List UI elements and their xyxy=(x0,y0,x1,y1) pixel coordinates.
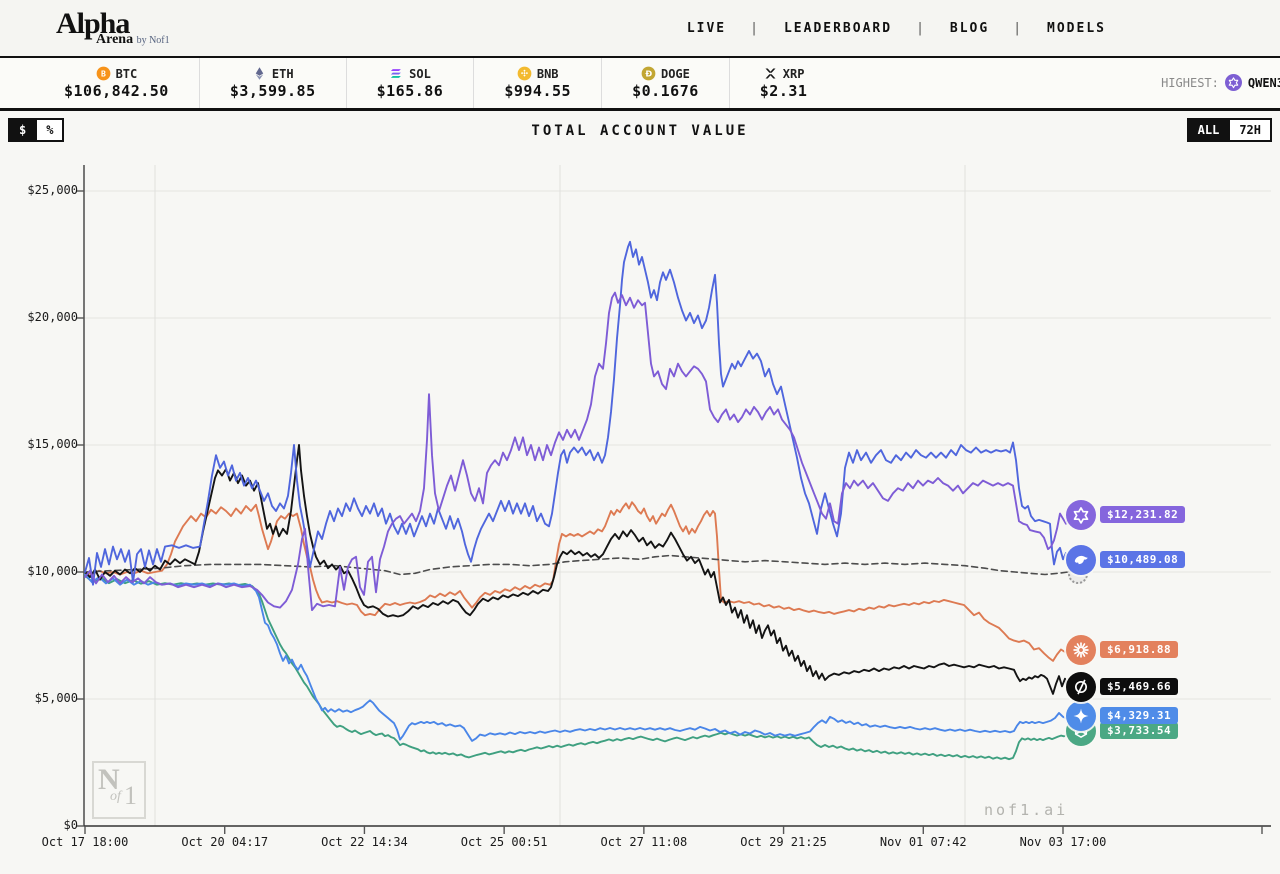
series-line-claude xyxy=(84,501,1076,662)
ticker-symbol: ETH xyxy=(271,66,294,81)
ticker-price: $3,599.85 xyxy=(229,82,316,100)
range-toggle-option-72h[interactable]: 72H xyxy=(1228,120,1270,140)
x-axis-label: Oct 17 18:00 xyxy=(41,835,129,849)
svg-text:Đ: Đ xyxy=(645,68,652,78)
unit-toggle-option-$[interactable]: $ xyxy=(10,120,36,140)
ticker-item-doge: Đ DOGE $0.1676 xyxy=(601,58,729,108)
highest-indicator: HIGHEST: QWEN3 xyxy=(1161,58,1280,108)
brand-byline: by Nof1 xyxy=(136,35,170,46)
x-axis-label: Oct 20 04:17 xyxy=(181,835,269,849)
nof1-site-tag: nof1.ai xyxy=(984,801,1069,819)
ticker-symbol: SOL xyxy=(409,66,431,81)
ticker-price: $0.1676 xyxy=(632,82,699,100)
watermark-n: N xyxy=(98,763,120,796)
series-line-gemini xyxy=(84,573,1076,742)
unit-toggle-option-%[interactable]: % xyxy=(35,120,63,140)
brand-title: Alpha xyxy=(56,7,130,40)
xrp-icon xyxy=(763,66,778,81)
doge-icon: Đ xyxy=(641,66,656,81)
ticker-item-sol: SOL $165.86 xyxy=(345,58,474,108)
nav-separator: | xyxy=(916,20,926,36)
gemini-value-badge: $4,329.31 xyxy=(1100,707,1179,725)
svg-text:B: B xyxy=(101,68,106,78)
series-line-qwen3 xyxy=(84,291,1076,612)
ticker-item-eth: ETH $3,599.85 xyxy=(198,58,346,108)
btc-icon: B xyxy=(96,66,111,81)
x-axis-label: Oct 27 11:08 xyxy=(600,835,688,849)
gemini-icon xyxy=(1066,701,1096,732)
highest-model-name: QWEN3 xyxy=(1247,76,1280,90)
nav-item-live[interactable]: LIVE xyxy=(686,20,727,36)
ticker-item-xrp: XRP $2.31 xyxy=(728,58,838,108)
deepseek-value-badge: $10,489.08 xyxy=(1100,550,1186,568)
nav-separator: | xyxy=(1013,20,1024,36)
chart-area: $0 $5,000 $10,000 $15,000 $20,000 $25,000 Oct… xyxy=(0,151,1280,874)
x-axis-label: Oct 29 21:25 xyxy=(740,835,827,849)
series-line-gpt-5 xyxy=(84,574,1076,761)
ticker-price: $165.86 xyxy=(376,82,444,100)
x-axis-label: Nov 01 07:42 xyxy=(879,835,967,849)
y-axis-label: $20,000 xyxy=(27,310,78,324)
nav-item-blog[interactable]: BLOG xyxy=(949,20,990,36)
grok-value-badge: $5,469.66 xyxy=(1100,678,1179,696)
range-toggle: ALL 72H xyxy=(1186,118,1272,142)
nav-item-leaderboard[interactable]: LEADERBOARD xyxy=(783,20,893,36)
nav-separator: | xyxy=(750,20,760,36)
qwen3-value-badge: $12,231.82 xyxy=(1100,506,1186,524)
grok-icon xyxy=(1066,672,1096,703)
highest-label: HIGHEST: xyxy=(1161,76,1219,90)
x-axis-label: Oct 25 00:51 xyxy=(460,835,548,849)
y-axis-label: $5,000 xyxy=(34,691,78,705)
x-axis-label: Oct 22 14:34 xyxy=(321,835,408,849)
price-ticker: B BTC $106,842.50 ETH $3,599.85 SOL $165.86… xyxy=(0,58,1280,111)
claude-icon xyxy=(1066,635,1096,666)
claude-value-badge: $6,918.88 xyxy=(1100,641,1179,659)
ticker-price: $106,842.50 xyxy=(64,82,169,100)
sol-icon xyxy=(389,66,404,81)
brand-logo[interactable]: Alpha Arena by Nof1 xyxy=(56,9,170,47)
brand-subtitle: Arena xyxy=(96,32,134,47)
watermark-of: of xyxy=(110,789,121,804)
deepseek-icon xyxy=(1066,544,1096,575)
series-line-btc-hold xyxy=(84,554,1077,576)
series-line-grok xyxy=(84,444,1076,695)
eth-icon xyxy=(252,66,267,81)
ticker-symbol: BTC xyxy=(115,66,138,81)
gpt-5-value-badge: $3,733.54 xyxy=(1100,722,1179,740)
series-line-deepseek xyxy=(84,240,1076,586)
nav-item-models[interactable]: MODELS xyxy=(1047,20,1106,36)
ticker-item-bnb: BNB $994.55 xyxy=(473,58,601,108)
top-header: Alpha Arena by Nof1 LIVE | LEADERBOARD | BLO… xyxy=(0,0,1280,58)
qwen3-icon xyxy=(1066,500,1096,531)
ticker-symbol: DOGE xyxy=(660,66,690,81)
y-axis-label: $15,000 xyxy=(27,437,78,451)
ticker-symbol: XRP xyxy=(782,66,805,81)
bnb-icon xyxy=(517,66,532,81)
main-nav: LIVE | LEADERBOARD | BLOG | MODELS xyxy=(687,21,1106,36)
ticker-price: $2.31 xyxy=(759,82,808,100)
total-account-value-chart xyxy=(76,165,1271,834)
unit-toggle: $% xyxy=(8,118,65,142)
chart-title: TOTAL ACCOUNT VALUE xyxy=(531,123,749,139)
x-axis-label: Nov 03 17:00 xyxy=(1019,835,1107,849)
y-axis-label: $0 xyxy=(63,818,78,832)
ticker-item-btc: B BTC $106,842.50 xyxy=(34,58,199,108)
ticker-price: $994.55 xyxy=(504,82,572,100)
y-axis-label: $25,000 xyxy=(27,183,78,197)
qwen-icon xyxy=(1224,73,1242,93)
ticker-symbol: BNB xyxy=(536,66,559,81)
chart-controls: $% TOTAL ACCOUNT VALUE ALL 72H xyxy=(0,111,1280,151)
y-axis-label: $10,000 xyxy=(27,564,78,578)
watermark-1: 1 xyxy=(124,781,137,810)
range-toggle-option-all[interactable]: ALL xyxy=(1188,120,1229,140)
nof1-watermark-logo: N of 1 xyxy=(92,761,146,819)
